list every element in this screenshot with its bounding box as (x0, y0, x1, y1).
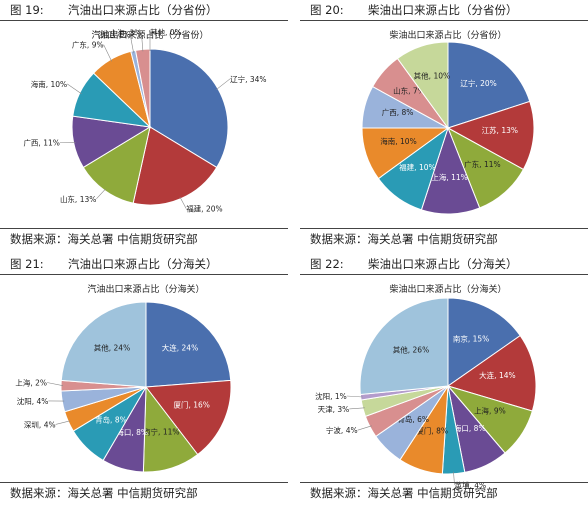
slice-label: 山东, 7% (393, 86, 425, 96)
slice-label: 福建, 20% (186, 204, 222, 214)
slice-label: 其他, 0% (150, 27, 182, 37)
leader-line (179, 196, 187, 209)
top-rule (0, 20, 288, 21)
slice-label: 辽宁, 20% (460, 78, 496, 88)
slice-label: 广西, 8% (382, 107, 414, 117)
leader-line (46, 382, 64, 386)
leader-line (129, 34, 134, 53)
slice-label: 其他, 10% (414, 71, 450, 81)
slice-label: 其他, 26% (393, 344, 429, 354)
slice-label: 广西, 11% (23, 138, 59, 148)
top-rule (300, 20, 588, 21)
data-source: 数据来源：海关总署 中信期货研究部 (10, 232, 198, 246)
bottom-rule (300, 482, 588, 483)
chart-title: 柴油出口来源占比（分海关） (389, 283, 506, 295)
figure-title: 柴油出口来源占比（分海关） (368, 257, 518, 271)
pie-chart-2: 柴油出口来源占比（分省份） 辽宁, 20% 江苏, 13% 广东, 11% 上海, 11… (361, 29, 535, 215)
pie-chart-1: 汽油出口来源占比（分省份）辽宁, 34%福建, 20%山东, 13%广西, 11… (23, 27, 266, 214)
figure-title: 汽油出口来源占比（分省份） (68, 3, 218, 17)
slice-label: 青岛, 8% (95, 415, 127, 425)
slice-label: 厦门, 16% (173, 400, 209, 409)
figure-number: 图 20: (310, 3, 344, 17)
slice-label: 上海, 3% (110, 27, 142, 37)
chart-panel-4: 图 22: 柴油出口来源占比（分海关） 柴油出口来源占比（分海关） 南京, 15% 大… (300, 254, 588, 507)
leader-line (55, 420, 71, 425)
slice-label: 江苏, 13% (482, 125, 518, 135)
figure-caption: 图 21: 汽油出口来源占比（分海关） (10, 254, 218, 274)
pie-slice (446, 100, 535, 171)
slice-label: 其他, 24% (94, 342, 130, 352)
chart-panel-1: 图 19: 汽油出口来源占比（分省份） 汽油出口来源占比（分省份） 辽宁, 34% 福… (0, 0, 288, 253)
slice-label: 宁波, 4% (326, 425, 358, 435)
top-rule (0, 274, 288, 275)
leader-line (67, 83, 82, 95)
slice-label: 沈阳, 1% (315, 391, 347, 401)
slice-label: 青岛, 6% (397, 414, 429, 424)
slice-label: 厦门, 8% (416, 427, 448, 436)
slice-label: 福建, 10% (399, 162, 435, 172)
slice-label: 黄埔, 4% (455, 480, 487, 490)
slice-label: 广东, 11% (464, 159, 500, 169)
leader-line (346, 395, 363, 398)
figure-caption: 图 19: 汽油出口来源占比（分省份） (10, 0, 218, 20)
bottom-rule (0, 482, 288, 483)
slice-label: 辽宁, 34% (230, 74, 266, 84)
leader-line (141, 32, 144, 52)
chart-title: 汽油出口来源占比（分海关） (87, 283, 204, 295)
pie-slice (60, 301, 147, 388)
slice-label: 大连, 24% (162, 342, 198, 352)
figure-title: 汽油出口来源占比（分海关） (68, 257, 218, 271)
bottom-rule (300, 228, 588, 229)
chart-panel-3: 图 21: 汽油出口来源占比（分海关） 汽油出口来源占比（分海关） 大连, 24% 厦… (0, 254, 288, 507)
figure-caption: 图 20: 柴油出口来源占比（分省份） (310, 0, 518, 20)
slice-label: 深圳, 4% (24, 419, 56, 429)
bottom-rule (0, 228, 288, 229)
chart-panel-2: 图 20: 柴油出口来源占比（分省份） 柴油出口来源占比（分省份） 辽宁, 20% 江… (300, 0, 588, 253)
leader-line (96, 188, 106, 200)
slice-label: 海南, 10% (31, 79, 67, 89)
data-source: 数据来源：海关总署 中信期货研究部 (310, 232, 498, 246)
slice-label: 沈阳, 4% (17, 396, 49, 406)
figure-number: 图 22: (310, 257, 344, 271)
slice-label: 山东, 13% (60, 194, 96, 204)
pie-slice (145, 379, 232, 456)
pie-slice (359, 297, 449, 395)
slice-label: 南宁, 11% (143, 427, 179, 437)
figure-number: 图 19: (10, 3, 44, 17)
slice-label: 天津, 3% (318, 405, 350, 414)
slice-label: 广东, 9% (72, 40, 104, 50)
slice-label: 上海, 2% (15, 378, 47, 388)
leader-line (349, 407, 365, 410)
figure-number: 图 21: (10, 257, 44, 271)
slice-label: 海南, 10% (380, 136, 416, 146)
figure-caption: 图 22: 柴油出口来源占比（分海关） (310, 254, 518, 274)
slice-label: 海口, 8% (454, 423, 486, 433)
slice-label: 大连, 14% (479, 370, 515, 380)
leader-line (103, 44, 112, 62)
slice-label: 上海, 9% (474, 405, 506, 415)
chart-title: 柴油出口来源占比（分省份） (389, 29, 506, 41)
pie-slice (447, 41, 531, 129)
pie-chart-3: 汽油出口来源占比（分海关） 大连, 24% 厦门, 16% 南宁, 11%海口, 8%… (15, 283, 232, 473)
slice-label: 南京, 15% (453, 334, 489, 344)
leader-line (216, 78, 231, 90)
leader-line (357, 425, 372, 431)
figure-title: 柴油出口来源占比（分省份） (368, 3, 518, 17)
pie-slice (145, 301, 232, 388)
slice-label: 浙江, 1% (98, 29, 130, 39)
pie-slice (396, 41, 449, 130)
pie-chart-4: 柴油出口来源占比（分海关） 南京, 15% 大连, 14% 上海, 9% 海口, 8% 黄… (315, 283, 537, 490)
data-source: 数据来源：海关总署 中信期货研究部 (10, 486, 198, 500)
slice-label: 海口, 8% (116, 427, 148, 437)
pie-slice (447, 297, 521, 387)
data-source: 数据来源：海关总署 中信期货研究部 (310, 486, 498, 500)
slice-label: 上海, 11% (431, 172, 467, 182)
top-rule (300, 274, 588, 275)
